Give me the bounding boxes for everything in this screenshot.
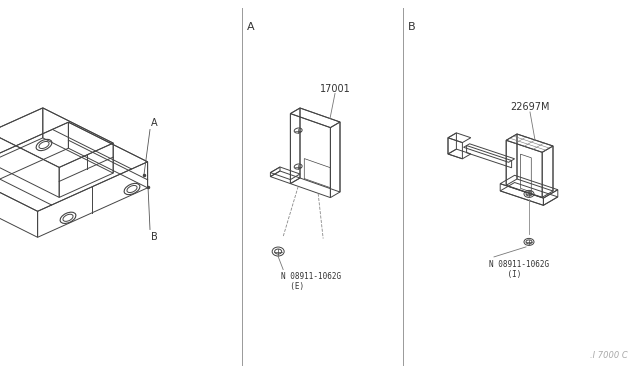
Text: B: B: [151, 231, 157, 241]
Text: A: A: [151, 118, 157, 128]
Text: N 08911-1062G
    (I): N 08911-1062G (I): [489, 260, 549, 279]
Text: A: A: [247, 22, 255, 32]
Text: 17001: 17001: [319, 83, 350, 93]
Text: N 08911-1062G
  (E): N 08911-1062G (E): [281, 272, 341, 291]
Text: 22697M: 22697M: [510, 102, 550, 112]
Text: B: B: [408, 22, 416, 32]
Text: .I 7000 C: .I 7000 C: [590, 351, 628, 360]
